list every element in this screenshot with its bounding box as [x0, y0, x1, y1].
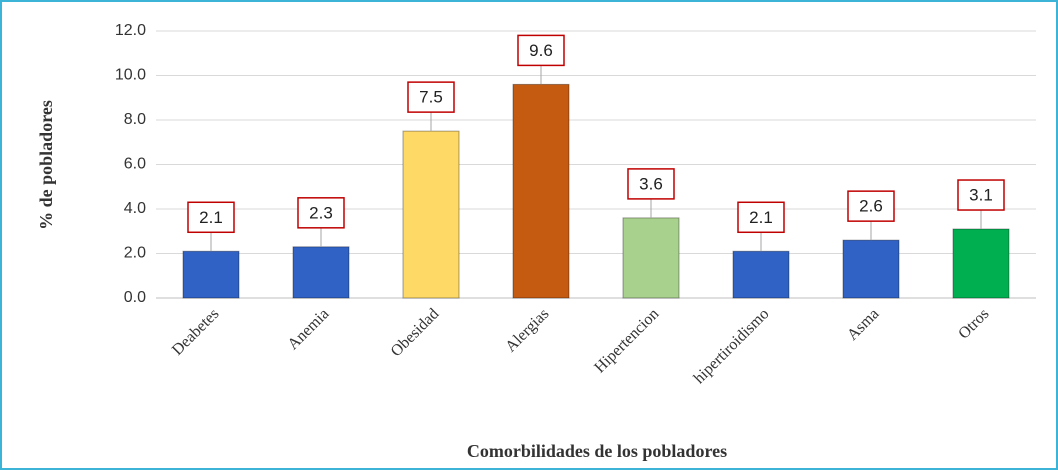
value-label: 2.1 [199, 208, 223, 227]
value-label: 7.5 [419, 88, 443, 107]
bar [622, 217, 680, 299]
y-tick-label: 4.0 [124, 200, 146, 217]
y-tick-label: 8.0 [124, 111, 146, 128]
value-label: 3.6 [639, 174, 663, 193]
y-tick-label: 12.0 [115, 22, 146, 39]
bar [292, 246, 350, 299]
bar [182, 250, 240, 299]
y-tick-label: 2.0 [124, 245, 146, 262]
value-label-box [187, 201, 235, 234]
bar [512, 83, 570, 299]
bar [402, 130, 460, 299]
bar [842, 239, 900, 299]
value-label: 3.1 [969, 186, 993, 205]
value-label: 2.1 [749, 208, 773, 227]
y-tick-label: 6.0 [124, 156, 146, 173]
value-label-box [517, 34, 565, 67]
x-axis-title: Comorbilidades de los pobladores [467, 441, 727, 461]
value-label: 2.3 [309, 203, 333, 222]
bar [952, 228, 1010, 299]
value-label-box [297, 197, 345, 229]
y-tick-label: 10.0 [115, 67, 146, 84]
value-label-box [847, 190, 895, 222]
value-label-box [737, 201, 785, 234]
value-label: 2.6 [859, 197, 883, 216]
y-tick-label: 0.0 [124, 289, 146, 306]
value-label: 9.6 [529, 41, 553, 60]
bar [732, 250, 790, 299]
value-label-box [957, 179, 1005, 211]
value-label-box [627, 168, 675, 200]
y-axis-title: % de pobladores [36, 100, 56, 230]
value-label-box [407, 81, 455, 113]
